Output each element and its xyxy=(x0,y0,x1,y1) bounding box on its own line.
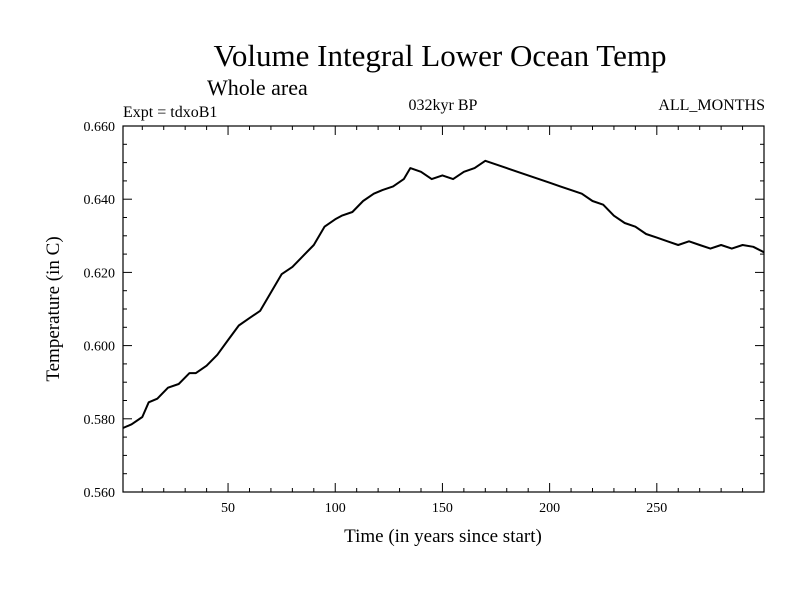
x-tick-label: 250 xyxy=(646,501,667,516)
months-label: ALL_MONTHS xyxy=(658,97,765,114)
y-tick-label: 0.640 xyxy=(84,193,116,208)
y-tick-label: 0.600 xyxy=(84,340,116,355)
plot-frame xyxy=(122,125,765,493)
chart-subtitle: Whole area xyxy=(207,75,308,100)
y-axis-label: Temperature (in C) xyxy=(43,236,64,381)
y-minor-ticks xyxy=(123,143,764,475)
temperature-series-line xyxy=(122,159,765,429)
experiment-label: Expt = tdxoB1 xyxy=(123,104,217,121)
x-minor-ticks xyxy=(141,126,744,492)
y-axis-ticks: 0.560 0.580 0.600 0.620 0.640 0.660 xyxy=(84,120,764,501)
period-label: 032kyr BP xyxy=(409,97,478,114)
x-tick-label: 200 xyxy=(539,501,560,516)
x-tick-label: 100 xyxy=(325,501,346,516)
y-tick-label: 0.620 xyxy=(84,266,116,281)
chart-title: Volume Integral Lower Ocean Temp xyxy=(214,38,667,73)
y-tick-label: 0.580 xyxy=(84,413,116,428)
x-axis-ticks: 50 100 150 200 250 xyxy=(221,126,667,516)
x-axis-label: Time (in years since start) xyxy=(344,526,542,547)
x-tick-label: 50 xyxy=(221,501,235,516)
y-tick-label: 0.560 xyxy=(84,486,116,501)
x-tick-label: 150 xyxy=(432,501,453,516)
y-tick-label: 0.660 xyxy=(84,120,116,135)
